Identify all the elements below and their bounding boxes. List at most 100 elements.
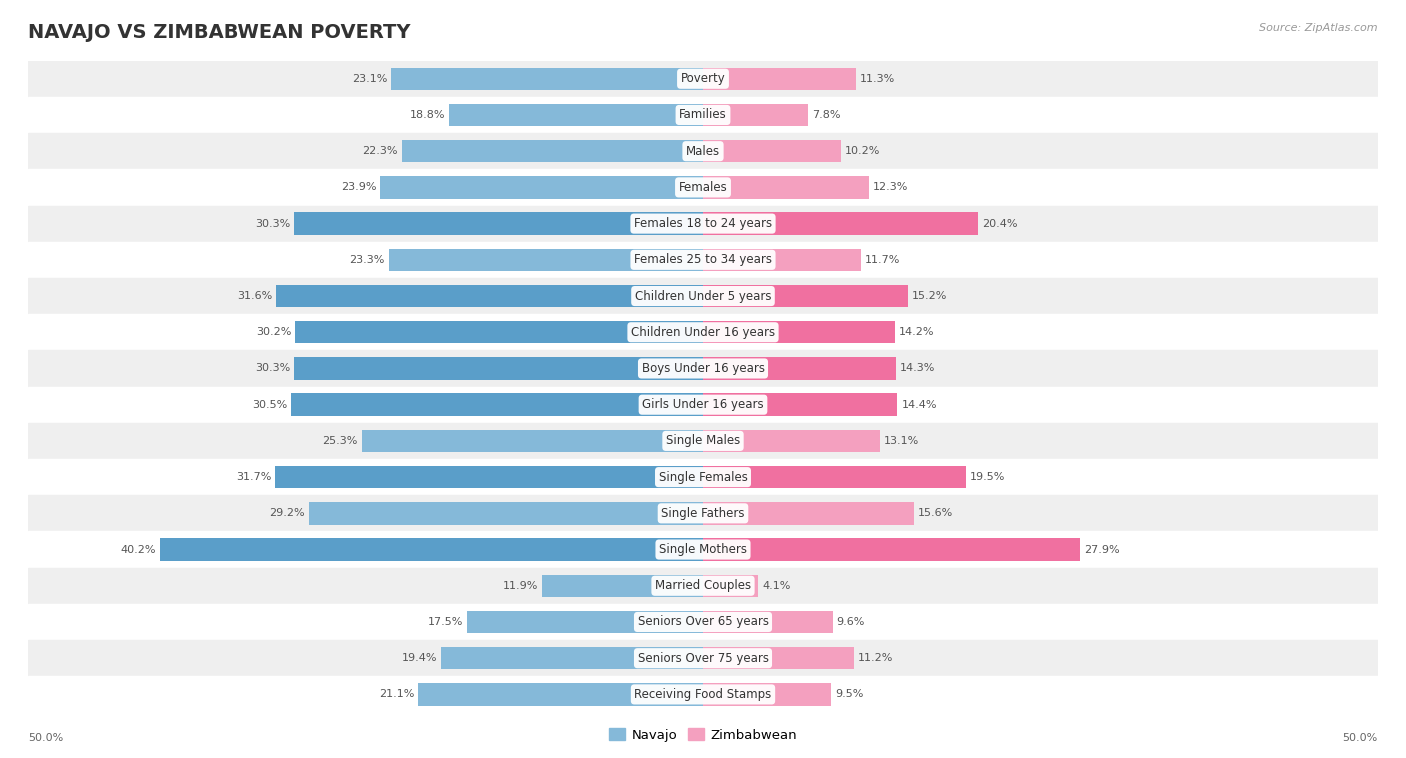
Text: 27.9%: 27.9% [1084, 544, 1119, 555]
Text: 11.2%: 11.2% [858, 653, 894, 663]
Text: 19.5%: 19.5% [970, 472, 1005, 482]
Bar [703, 647, 855, 669]
Bar [28, 531, 1378, 568]
Text: 23.9%: 23.9% [340, 183, 377, 193]
Bar [418, 683, 703, 706]
Bar [703, 393, 897, 416]
Bar [703, 140, 841, 162]
Bar [28, 314, 1378, 350]
Bar [703, 249, 860, 271]
Bar [703, 611, 832, 633]
Bar [28, 133, 1378, 169]
Text: Single Females: Single Females [658, 471, 748, 484]
Bar [28, 278, 1378, 314]
Text: Poverty: Poverty [681, 72, 725, 85]
Bar [28, 640, 1378, 676]
Text: 40.2%: 40.2% [121, 544, 156, 555]
Text: Seniors Over 65 years: Seniors Over 65 years [637, 615, 769, 628]
Text: 4.1%: 4.1% [762, 581, 790, 590]
Text: 30.3%: 30.3% [254, 218, 290, 229]
Bar [277, 285, 703, 307]
Bar [467, 611, 703, 633]
Text: 9.6%: 9.6% [837, 617, 865, 627]
Text: 18.8%: 18.8% [409, 110, 446, 120]
Bar [543, 575, 703, 597]
Text: 11.9%: 11.9% [503, 581, 538, 590]
Bar [28, 387, 1378, 423]
Bar [28, 423, 1378, 459]
Text: 19.4%: 19.4% [402, 653, 437, 663]
Text: 30.5%: 30.5% [252, 399, 287, 409]
Bar [703, 321, 894, 343]
Text: 11.3%: 11.3% [859, 74, 894, 83]
Text: Receiving Food Stamps: Receiving Food Stamps [634, 688, 772, 701]
Bar [28, 568, 1378, 604]
Bar [28, 242, 1378, 278]
Text: 25.3%: 25.3% [322, 436, 357, 446]
Bar [28, 495, 1378, 531]
Text: Boys Under 16 years: Boys Under 16 years [641, 362, 765, 375]
Text: 14.4%: 14.4% [901, 399, 936, 409]
Bar [391, 67, 703, 90]
Bar [703, 176, 869, 199]
Bar [703, 285, 908, 307]
Bar [276, 466, 703, 488]
Bar [28, 97, 1378, 133]
Text: 11.7%: 11.7% [865, 255, 900, 265]
Text: 10.2%: 10.2% [845, 146, 880, 156]
Text: 17.5%: 17.5% [427, 617, 463, 627]
Bar [450, 104, 703, 126]
Text: 23.1%: 23.1% [352, 74, 387, 83]
Text: Females 25 to 34 years: Females 25 to 34 years [634, 253, 772, 266]
Text: Females 18 to 24 years: Females 18 to 24 years [634, 217, 772, 230]
Bar [703, 683, 831, 706]
Bar [703, 575, 758, 597]
Bar [441, 647, 703, 669]
Bar [703, 538, 1080, 561]
Text: 23.3%: 23.3% [349, 255, 384, 265]
Bar [294, 357, 703, 380]
Bar [703, 357, 896, 380]
Text: Single Males: Single Males [666, 434, 740, 447]
Text: 13.1%: 13.1% [884, 436, 920, 446]
Text: 14.3%: 14.3% [900, 364, 935, 374]
Text: Source: ZipAtlas.com: Source: ZipAtlas.com [1260, 23, 1378, 33]
Text: Females: Females [679, 181, 727, 194]
Text: 50.0%: 50.0% [1343, 733, 1378, 743]
Text: Girls Under 16 years: Girls Under 16 years [643, 398, 763, 411]
Text: 29.2%: 29.2% [269, 509, 305, 518]
Text: 15.2%: 15.2% [912, 291, 948, 301]
Text: 7.8%: 7.8% [813, 110, 841, 120]
Bar [28, 459, 1378, 495]
Bar [388, 249, 703, 271]
Text: Single Mothers: Single Mothers [659, 543, 747, 556]
Bar [703, 67, 855, 90]
Text: 50.0%: 50.0% [28, 733, 63, 743]
Text: Families: Families [679, 108, 727, 121]
Bar [28, 169, 1378, 205]
Bar [703, 212, 979, 235]
Text: Children Under 16 years: Children Under 16 years [631, 326, 775, 339]
Text: Married Couples: Married Couples [655, 579, 751, 592]
Text: Males: Males [686, 145, 720, 158]
Bar [28, 350, 1378, 387]
Text: 9.5%: 9.5% [835, 690, 863, 700]
Bar [294, 212, 703, 235]
Text: 20.4%: 20.4% [983, 218, 1018, 229]
Text: 15.6%: 15.6% [918, 509, 953, 518]
Text: 22.3%: 22.3% [363, 146, 398, 156]
Text: 21.1%: 21.1% [378, 690, 415, 700]
Text: Children Under 5 years: Children Under 5 years [634, 290, 772, 302]
Bar [703, 466, 966, 488]
Bar [28, 205, 1378, 242]
Text: 14.2%: 14.2% [898, 327, 934, 337]
Text: 31.6%: 31.6% [238, 291, 273, 301]
Bar [402, 140, 703, 162]
Text: Single Fathers: Single Fathers [661, 507, 745, 520]
Text: Seniors Over 75 years: Seniors Over 75 years [637, 652, 769, 665]
Text: 12.3%: 12.3% [873, 183, 908, 193]
Bar [291, 393, 703, 416]
Bar [361, 430, 703, 452]
Bar [160, 538, 703, 561]
Bar [703, 502, 914, 525]
